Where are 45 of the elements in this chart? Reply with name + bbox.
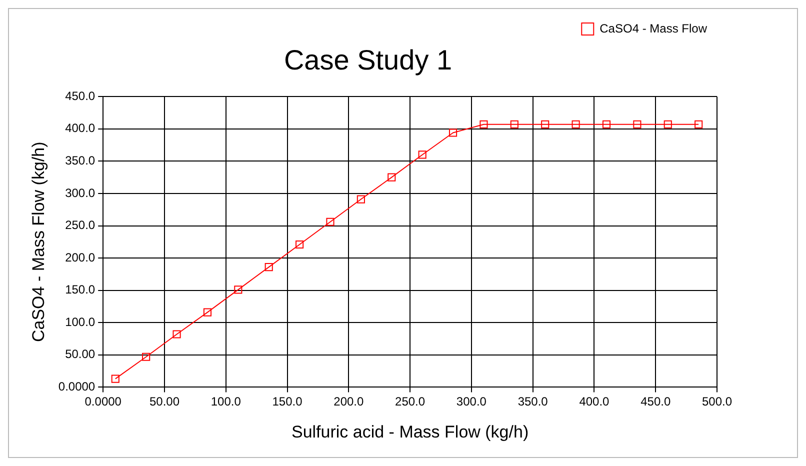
point	[111, 374, 120, 383]
x-tick-label: 350.0	[518, 394, 548, 409]
y-tick-label: 50.00	[65, 347, 96, 362]
x-tick-label: 150.0	[272, 394, 303, 409]
point	[172, 330, 181, 338]
point	[633, 120, 642, 128]
x-tick-label: 400.0	[579, 394, 610, 409]
x-tick-label: 250.0	[395, 394, 426, 409]
point	[448, 128, 458, 137]
y-axis-title: CaSO4 - Mass Flow (kg/h)	[28, 142, 48, 342]
x-tick-label: 200.0	[334, 394, 364, 409]
x-tick-label: 300.0	[456, 394, 487, 409]
y-tick-label: 350.0	[65, 153, 96, 168]
x-axis-title: Sulfuric acid - Mass Flow (kg/h)	[291, 422, 529, 442]
y-tick-label: 400.0	[65, 121, 96, 136]
point	[694, 120, 703, 128]
y-tick-label: 300.0	[65, 186, 96, 200]
x-tick-label: 450.0	[640, 394, 671, 409]
point	[296, 240, 304, 249]
y-tick-label: 200.0	[65, 250, 96, 264]
point	[541, 120, 550, 128]
point	[203, 308, 212, 316]
chart-title: Case Study 1	[284, 44, 452, 76]
point	[142, 352, 150, 361]
point	[418, 150, 426, 159]
x-tick-label: 50.00	[149, 394, 180, 409]
point	[388, 173, 396, 182]
point	[234, 286, 242, 294]
point	[264, 263, 273, 272]
x-tick-label: 100.0	[210, 394, 242, 409]
point	[356, 195, 365, 204]
point	[480, 120, 488, 128]
x-tick-label: 0.0000	[84, 394, 122, 409]
legend-label: CaSO4 - Mass Flow	[600, 21, 708, 36]
point	[602, 120, 611, 128]
y-tick-label: 250.0	[65, 218, 96, 232]
y-tick-label: 0.0000	[58, 380, 96, 394]
y-tick-label: 450.0	[65, 88, 96, 103]
x-tick-label: 500.0	[702, 394, 732, 409]
y-tick-label: 100.0	[65, 314, 96, 329]
point	[664, 120, 672, 128]
point	[510, 120, 518, 128]
point	[326, 218, 334, 226]
y-tick-label: 150.0	[65, 282, 96, 297]
point	[572, 120, 580, 128]
